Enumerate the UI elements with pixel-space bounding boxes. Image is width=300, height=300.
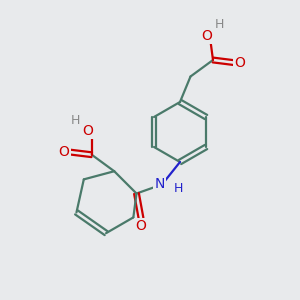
Text: H: H: [174, 182, 183, 196]
Text: O: O: [59, 145, 70, 159]
Text: O: O: [83, 124, 94, 138]
Text: O: O: [201, 29, 212, 43]
Text: H: H: [70, 114, 80, 127]
Text: O: O: [235, 56, 245, 70]
Text: N: N: [154, 177, 165, 191]
Text: O: O: [136, 220, 146, 233]
Text: H: H: [215, 18, 224, 32]
